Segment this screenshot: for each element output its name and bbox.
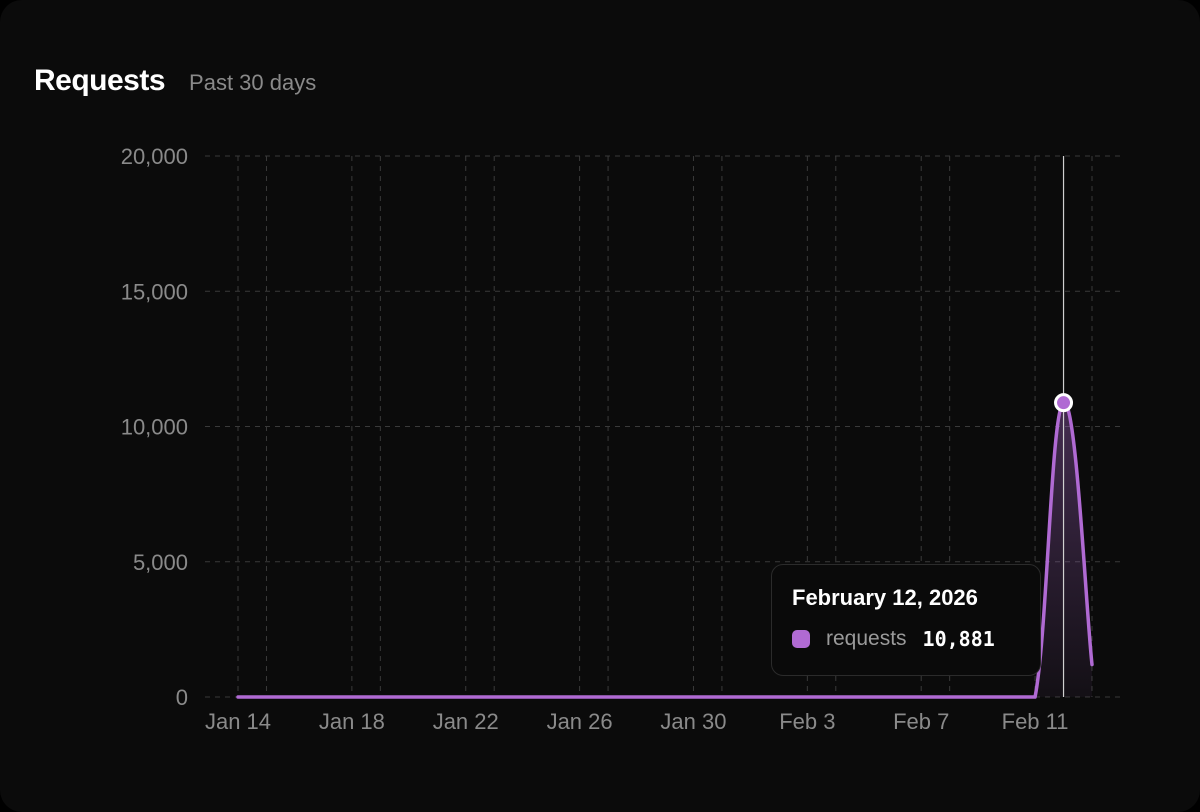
series-color-swatch	[792, 630, 810, 648]
x-tick-label: Jan 18	[319, 709, 385, 734]
x-tick-label: Jan 30	[660, 709, 726, 734]
tooltip-value: 10,881	[922, 627, 995, 651]
tooltip-date: February 12, 2026	[792, 585, 978, 610]
x-tick-label: Feb 7	[893, 709, 949, 734]
tooltip-series-name: requests	[826, 627, 907, 650]
series-layer	[236, 400, 1094, 699]
series-line	[236, 400, 1094, 699]
x-tick-label: Jan 14	[205, 709, 271, 734]
chart-subtitle: Past 30 days	[189, 70, 317, 95]
y-axis-tick-labels: 0 5,000 10,000 15,000 20,000	[121, 144, 188, 710]
chart-tooltip: February 12, 2026 requests 10,881	[771, 564, 1041, 676]
x-axis-tick-labels: Jan 14 Jan 18 Jan 22 Jan 26 Jan 30 Feb 3 Feb 7…	[205, 709, 1069, 734]
y-tick-label: 0	[176, 685, 188, 710]
chart-title: Requests	[34, 64, 166, 97]
x-tick-label: Feb 11	[1002, 709, 1069, 734]
crosshair-layer	[1054, 156, 1074, 697]
y-tick-label: 10,000	[121, 415, 188, 440]
y-tick-label: 5,000	[133, 550, 188, 575]
tooltip-row: requests 10,881	[792, 627, 1020, 651]
y-tick-label: 15,000	[121, 279, 188, 304]
y-tick-label: 20,000	[121, 144, 188, 169]
x-tick-label: Feb 3	[779, 709, 835, 734]
x-tick-label: Jan 22	[433, 709, 499, 734]
x-tick-label: Jan 26	[547, 709, 613, 734]
chart-header: Requests Past 30 days	[34, 64, 316, 98]
highlighted-point	[1054, 393, 1074, 413]
